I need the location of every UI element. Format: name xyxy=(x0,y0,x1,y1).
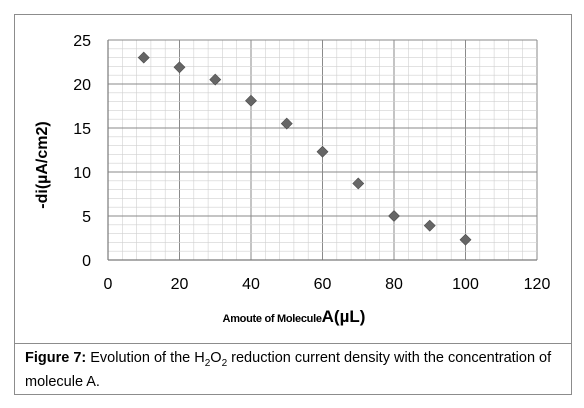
chart-frame: 0 20 40 60 80 100 120 0 5 10 15 20 25 -di(µA/cm2) A… xyxy=(14,14,572,344)
data-point xyxy=(209,73,222,86)
x-tick-label: 20 xyxy=(171,276,189,293)
x-tick-label: 120 xyxy=(524,276,551,293)
y-axis-title: -di(µA/cm2) xyxy=(34,121,51,209)
x-tick-label: 100 xyxy=(452,276,479,293)
data-point xyxy=(352,177,365,190)
caption-part-3: reduction current density with the conce… xyxy=(25,350,552,390)
data-point xyxy=(316,145,329,158)
data-point xyxy=(459,233,472,246)
data-point xyxy=(173,61,186,74)
data-point xyxy=(280,117,293,130)
grid-lines xyxy=(107,39,538,261)
x-axis-title-big: A(µL) xyxy=(321,307,366,326)
y-tick-label: 5 xyxy=(82,209,91,226)
figure-label: Figure 7: xyxy=(25,350,87,366)
y-tick-labels: 0 5 10 15 20 25 xyxy=(73,33,91,270)
y-tick-label: 0 xyxy=(82,253,91,270)
data-point xyxy=(423,219,436,232)
figure-caption: Figure 7: Evolution of the H2O2 reductio… xyxy=(14,343,572,395)
x-tick-label: 80 xyxy=(385,276,403,293)
axes xyxy=(107,40,537,261)
caption-part-2: O xyxy=(210,350,222,366)
y-tick-label: 10 xyxy=(73,165,91,182)
x-axis-title: Amoute of MoleculeA(µL) xyxy=(15,307,573,327)
caption-sub-2: 2 xyxy=(221,357,228,369)
x-tick-label: 0 xyxy=(104,276,113,293)
data-point xyxy=(388,210,400,222)
caption-sub-1: 2 xyxy=(204,357,211,369)
caption-part-1: Evolution of the H xyxy=(86,350,205,366)
scatter-plot: 0 20 40 60 80 100 120 0 5 10 15 20 25 xyxy=(73,33,551,293)
data-point xyxy=(137,51,150,64)
x-tick-label: 60 xyxy=(314,276,332,293)
x-tick-label: 40 xyxy=(242,276,260,293)
y-tick-label: 20 xyxy=(73,77,91,94)
x-tick-labels: 0 20 40 60 80 100 120 xyxy=(104,276,551,293)
y-tick-label: 25 xyxy=(73,33,91,50)
data-point xyxy=(245,94,257,107)
data-points xyxy=(137,51,472,246)
y-tick-label: 15 xyxy=(73,121,91,138)
x-axis-title-small: Amoute of Molecule xyxy=(222,313,322,325)
